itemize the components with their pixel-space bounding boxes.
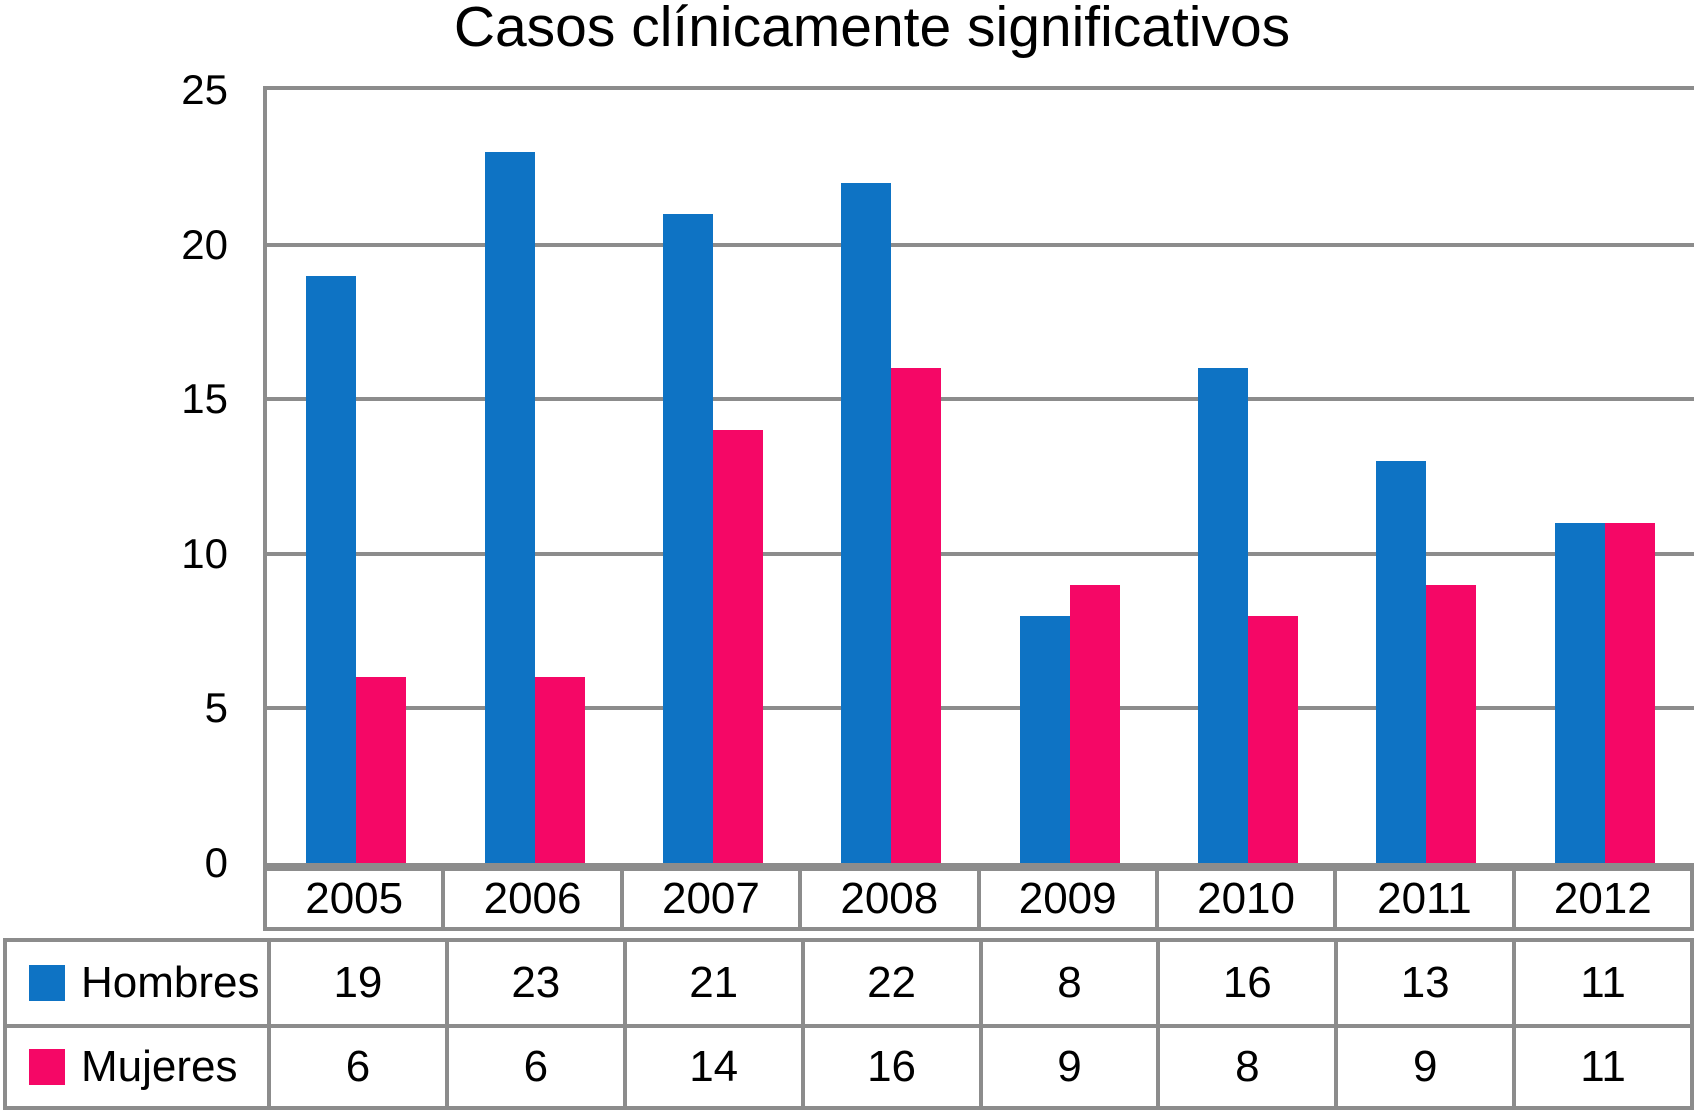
bar-group-2005 [267,90,445,863]
bar-group-2007 [624,90,802,863]
bar-mujeres-2006 [534,677,585,863]
bar-mujeres-2007 [712,430,763,863]
table-value-cell-mujeres: 11 [1512,1024,1690,1106]
bar-hombres-2010 [1198,368,1249,863]
table-value-cell-hombres: 16 [1156,942,1334,1024]
bar-mujeres-2008 [891,368,942,863]
table-value-cell-mujeres: 9 [1334,1024,1513,1106]
y-axis-tick-label: 10 [181,529,228,577]
x-axis-category-cell: 2011 [1333,871,1511,927]
table-value-cell-hombres: 21 [622,942,801,1024]
x-axis-category-cell: 2005 [305,874,404,923]
table-value-cell-hombres: 11 [1512,942,1690,1024]
bar-group-2009 [981,90,1159,863]
bar-mujeres-2009 [1069,584,1120,863]
table-value-cell-hombres: 8 [978,942,1157,1024]
legend-cell-hombres: Hombres [7,942,267,1024]
table-value-cell-mujeres: 14 [622,1024,801,1106]
y-axis-tick-label: 25 [181,66,228,113]
x-axis-category-cell: 2010 [1154,871,1333,927]
bars-layer [267,90,1694,863]
bar-group-2008 [802,90,980,863]
y-axis-tick-label: 0 [204,839,228,886]
table-value-cell-hombres: 13 [1334,942,1512,1024]
y-axis-tick-label: 15 [181,375,228,423]
bar-hombres-2005 [306,275,357,863]
bar-mujeres-2011 [1426,584,1477,863]
gridline-y10 [267,551,1694,556]
table-value-cell-mujeres: 16 [800,1024,979,1106]
bar-group-2010 [1159,90,1337,863]
bar-mujeres-2010 [1248,615,1299,863]
table-value-cell-mujeres: 6 [444,1024,623,1106]
bar-mujeres-2012 [1604,522,1655,863]
table-value-cell-mujeres: 9 [978,1024,1157,1106]
x-axis-category-cell: 2009 [976,871,1155,927]
bar-hombres-2011 [1376,461,1427,863]
bar-hombres-2008 [841,182,892,863]
x-axis-category-cell: 2006 [441,871,619,927]
bar-mujeres-2005 [356,677,407,863]
legend-swatch-hombres [29,965,65,1001]
table-value-cell-hombres: 19 [267,942,445,1024]
x-axis-category-row: 2005 2006 2007 2008 2009 2010 2011 2012 [263,867,1694,931]
bar-hombres-2012 [1554,522,1605,863]
data-table: Hombres 19 23 21 22 8 16 13 11 Mujeres 6 6 14 16 9 8 9 11 [3,938,1694,1110]
table-value-cell-hombres: 23 [444,942,623,1024]
table-value-cell-mujeres: 6 [267,1024,445,1106]
legend-cell-mujeres: Mujeres [7,1024,267,1106]
bar-hombres-2009 [1019,615,1070,863]
x-axis-category-cell: 2008 [798,871,976,927]
legend-label: Mujeres [81,1042,238,1091]
bar-hombres-2006 [484,151,535,863]
x-axis-category-cell: 2007 [619,871,798,927]
chart-title: Casos clínicamente significativos [453,0,1291,59]
table-value-cell-hombres: 22 [800,942,979,1024]
bar-hombres-2007 [662,213,713,863]
y-axis-tick-label: 20 [181,220,228,268]
y-axis-tick-label: 5 [204,684,228,732]
x-axis-category-cell: 2012 [1511,871,1690,927]
table-value-cell-mujeres: 8 [1156,1024,1335,1106]
y-axis: 0 5 10 15 20 25 [0,69,228,884]
bar-group-2011 [1337,90,1515,863]
gridline-y20 [267,242,1694,247]
plot-area [263,86,1694,867]
bar-group-2012 [1516,90,1694,863]
gridline-y5 [267,706,1694,711]
legend-label: Hombres [81,958,260,1007]
bar-group-2006 [445,90,623,863]
legend-swatch-mujeres [29,1049,65,1085]
gridline-y15 [267,397,1694,402]
